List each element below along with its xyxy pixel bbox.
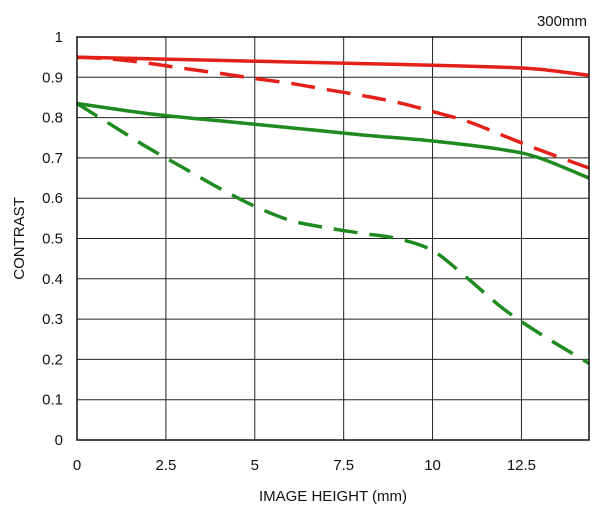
y-tick-label: 0.9 xyxy=(42,69,63,86)
x-tick-label: 10 xyxy=(424,457,441,474)
x-tick-label: 5 xyxy=(251,457,259,474)
x-axis-title: IMAGE HEIGHT (mm) xyxy=(259,488,407,505)
y-axis-title: CONTRAST xyxy=(11,197,28,280)
series-line-2 xyxy=(76,55,590,170)
series-line-3 xyxy=(76,101,590,180)
y-tick-label: 0.6 xyxy=(42,190,63,207)
x-tick-label: 7.5 xyxy=(333,457,354,474)
y-tick-labels: 0 0.1 0.2 0.3 0.4 0.5 0.6 0.7 0.8 0.9 1 xyxy=(42,29,63,449)
plot-frame xyxy=(76,36,590,441)
y-tick-label: 0.3 xyxy=(42,311,63,328)
y-tick-label: 0.4 xyxy=(42,271,63,288)
series-line-4 xyxy=(76,102,590,365)
y-tick-label: 0.1 xyxy=(42,392,63,409)
x-tick-label: 2.5 xyxy=(155,457,176,474)
x-tick-label: 0 xyxy=(73,457,81,474)
y-tick-label: 0.2 xyxy=(42,351,63,368)
y-tick-label: 0.5 xyxy=(42,231,63,248)
series-lines xyxy=(76,55,590,365)
x-tick-label: 12.5 xyxy=(507,457,536,474)
grid-lines xyxy=(77,37,589,440)
y-tick-label: 0.7 xyxy=(42,150,63,167)
y-tick-label: 0.8 xyxy=(42,110,63,127)
y-tick-label: 0 xyxy=(55,432,63,449)
y-tick-label: 1 xyxy=(55,29,63,46)
focal-length-label: 300mm xyxy=(537,13,587,30)
series-line-1 xyxy=(76,55,590,78)
x-tick-labels: 0 2.5 5 7.5 10 12.5 xyxy=(73,457,536,474)
